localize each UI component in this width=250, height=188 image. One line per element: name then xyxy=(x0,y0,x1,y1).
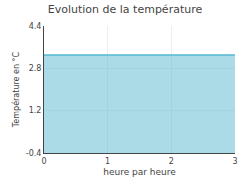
svg-text:2.8: 2.8 xyxy=(29,64,42,73)
svg-text:1: 1 xyxy=(105,157,110,166)
svg-text:0: 0 xyxy=(41,157,46,166)
svg-text:heure par heure: heure par heure xyxy=(103,167,176,177)
svg-text:-0.4: -0.4 xyxy=(26,149,42,158)
svg-text:2: 2 xyxy=(169,157,174,166)
svg-text:3: 3 xyxy=(232,157,237,166)
svg-text:Evolution de la température: Evolution de la température xyxy=(48,3,203,16)
svg-text:Température en °C: Température en °C xyxy=(11,51,21,128)
svg-text:1.2: 1.2 xyxy=(29,106,42,115)
svg-text:4.4: 4.4 xyxy=(29,22,42,31)
